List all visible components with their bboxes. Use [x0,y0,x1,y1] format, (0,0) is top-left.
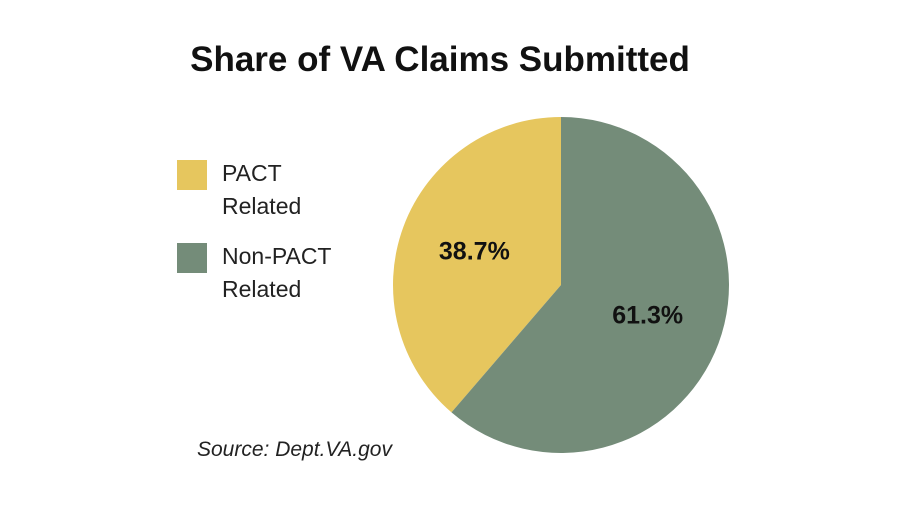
legend-swatch [177,243,207,273]
legend-label: PACT Related [222,160,302,219]
legend-label: Non-PACT Related [222,243,332,302]
legend-swatch [177,160,207,190]
chart-title: Share of VA Claims Submitted [190,40,690,79]
data-label: 61.3% [612,302,683,330]
data-label: 38.7% [439,237,510,265]
pie-slice [393,117,561,413]
pie-slice [451,117,729,453]
source-note: Source: Dept.VA.gov [197,438,392,461]
